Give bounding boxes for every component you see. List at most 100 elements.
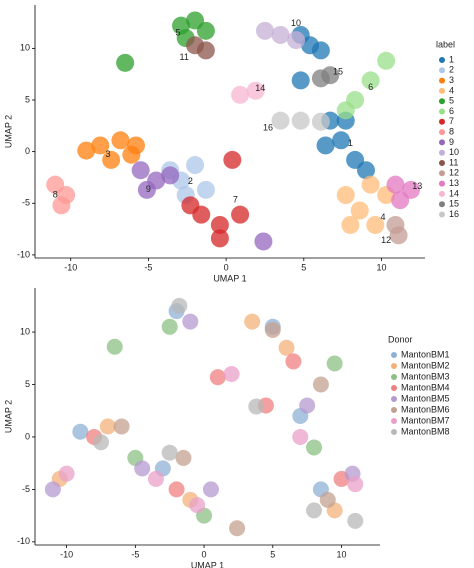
legend-swatch [439, 211, 445, 218]
point [210, 229, 229, 248]
legend-label: MantonBM4 [401, 382, 450, 392]
point [161, 444, 178, 461]
x-tick-label: 10 [337, 549, 347, 559]
point [319, 491, 336, 508]
point [391, 191, 410, 210]
point [161, 318, 178, 335]
point [196, 180, 215, 199]
legend-swatch [391, 374, 397, 380]
cluster-label: 1 [348, 138, 353, 148]
x-axis-title: UMAP 1 [213, 273, 246, 283]
legend-swatch [391, 396, 397, 402]
point [299, 397, 316, 414]
point [102, 150, 121, 169]
point [347, 476, 364, 493]
point [58, 465, 75, 482]
point [254, 232, 273, 251]
x-tick-label: -10 [60, 549, 73, 559]
point [271, 111, 290, 130]
point [255, 21, 274, 40]
point [311, 41, 330, 60]
y-tick-label: -10 [17, 536, 30, 546]
point [264, 321, 281, 338]
point [168, 481, 185, 498]
cluster-label: 3 [106, 149, 111, 159]
point [386, 175, 405, 194]
point [350, 201, 369, 220]
x-tick-label: -10 [64, 262, 77, 272]
legend-label: MantonBM1 [401, 349, 450, 359]
y-axis-title: UMAP 2 [3, 115, 13, 148]
legend-label: 16 [449, 209, 459, 219]
legend-swatch [439, 77, 445, 84]
point [175, 449, 192, 466]
x-tick-label: 10 [376, 262, 386, 272]
y-tick-label: 0 [25, 431, 30, 441]
legend-swatch [391, 385, 397, 391]
point [291, 71, 310, 90]
point [287, 31, 306, 50]
y-tick-label: -5 [22, 484, 30, 494]
point [229, 520, 246, 537]
legend-label: MantonBM3 [401, 371, 450, 381]
legend-swatch [439, 87, 445, 94]
point [72, 423, 89, 440]
point [137, 180, 156, 199]
cluster-label: 5 [175, 27, 180, 37]
y-tick-label: 5 [25, 379, 30, 389]
point [361, 175, 380, 194]
point [92, 434, 109, 451]
legend-swatch [391, 363, 397, 369]
x-tick-label: -5 [131, 549, 139, 559]
point [341, 215, 360, 234]
point [99, 418, 116, 435]
point [306, 439, 323, 456]
point [326, 355, 343, 372]
point [196, 41, 215, 60]
point [244, 313, 261, 330]
legend-swatch [439, 57, 445, 63]
cluster-label: 11 [179, 52, 188, 62]
point [186, 156, 205, 175]
point [336, 101, 355, 120]
legend-label: 5 [449, 96, 454, 106]
legend-label: 13 [449, 178, 459, 188]
legend-swatch [439, 190, 445, 197]
legend-swatch [439, 160, 445, 166]
legend-swatch [439, 67, 445, 74]
point [246, 81, 265, 100]
point [336, 186, 355, 205]
point [332, 131, 351, 150]
point [171, 297, 188, 314]
legend-swatch [439, 98, 445, 105]
point [248, 398, 265, 415]
legend-title: label [436, 39, 455, 49]
point [356, 161, 375, 180]
cluster-label: 9 [146, 184, 151, 194]
point [231, 205, 250, 224]
point [111, 131, 130, 150]
legend-swatch [439, 180, 445, 187]
legend-label: 4 [449, 85, 454, 95]
point [106, 338, 123, 355]
point [52, 196, 71, 215]
point [377, 51, 396, 70]
legend-label: 8 [449, 126, 454, 136]
point [223, 150, 242, 169]
cluster-label: 12 [381, 235, 391, 245]
cluster-label: 13 [412, 181, 422, 191]
point [312, 376, 329, 393]
point [278, 339, 295, 356]
legend-swatch [391, 352, 397, 358]
legend-label: 2 [449, 65, 454, 75]
point [161, 166, 180, 185]
point [271, 25, 290, 44]
cluster-label: 4 [381, 212, 386, 222]
point [116, 53, 135, 72]
legend-swatch [439, 170, 445, 177]
point [306, 502, 323, 519]
cluster-label: 6 [368, 82, 373, 92]
legend-label: 14 [449, 188, 459, 198]
point [189, 497, 206, 514]
point [291, 111, 310, 130]
